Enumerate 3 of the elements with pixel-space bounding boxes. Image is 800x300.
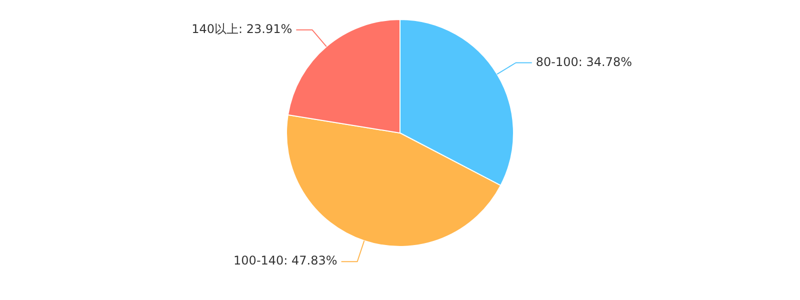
- slice-label: 100-140: 47.83%: [234, 254, 338, 268]
- slice-label: 140以上: 23.91%: [192, 22, 292, 36]
- slice-label: 80-100: 34.78%: [536, 54, 632, 69]
